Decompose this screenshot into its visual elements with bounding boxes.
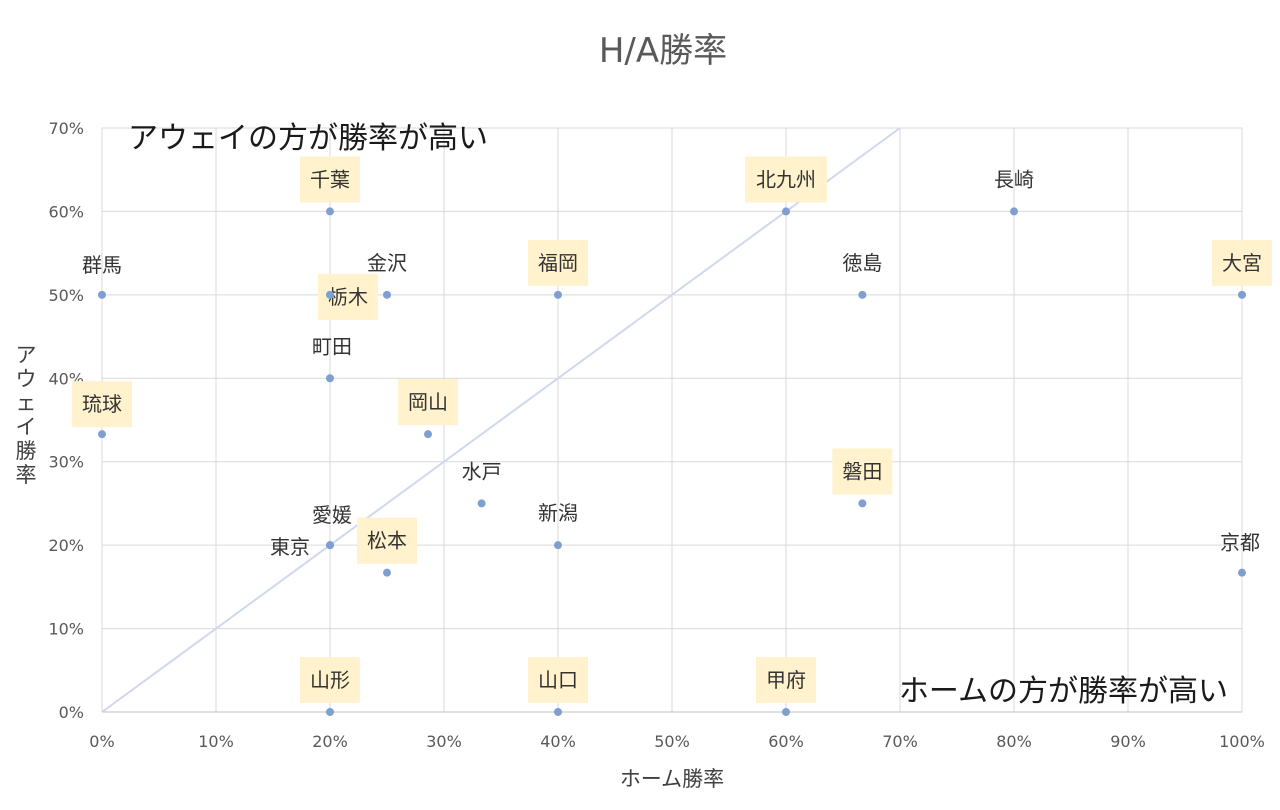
data-point <box>782 708 790 716</box>
point-label: 栃木 <box>328 285 368 309</box>
data-point <box>1238 290 1246 299</box>
data-point <box>326 708 334 716</box>
y-axis-title-char: ア <box>16 343 37 367</box>
y-tick-label: 70% <box>48 119 84 138</box>
reference-line <box>101 127 901 713</box>
chart-title: H/A勝率 <box>599 31 727 71</box>
x-tick-label: 60% <box>768 732 804 751</box>
y-axis-title-char: 勝 <box>16 439 37 463</box>
y-axis-ticks: 0%10%20%30%40%50%60%70% <box>48 119 84 722</box>
data-point <box>1238 568 1246 577</box>
x-tick-label: 10% <box>198 732 234 751</box>
label-highlight-box <box>745 156 827 203</box>
y-axis-title-char: 率 <box>16 463 37 487</box>
label-highlight-box <box>398 379 459 426</box>
point-label: 福岡 <box>538 251 578 275</box>
grid <box>101 127 1243 713</box>
y-axis-title-char: ウ <box>16 367 37 391</box>
data-point <box>858 499 867 508</box>
label-highlight-box <box>832 448 893 495</box>
data-point <box>326 374 334 383</box>
point-label: 山口 <box>538 668 578 692</box>
x-tick-label: 50% <box>654 732 690 751</box>
data-point <box>477 499 486 508</box>
point-label: 愛媛 <box>312 503 352 527</box>
y-tick-label: 60% <box>48 202 84 221</box>
data-point <box>383 290 391 299</box>
point-label: 東京 <box>270 535 310 559</box>
y-axis-title-char: ェ <box>16 391 37 415</box>
point-label: 水戸 <box>462 459 502 483</box>
data-point <box>326 541 334 550</box>
point-label: 岡山 <box>408 390 448 414</box>
label-highlight-box <box>300 657 360 703</box>
label-highlight-box <box>528 239 588 286</box>
point-label: 千葉 <box>310 167 350 191</box>
label-highlight-box <box>72 381 132 428</box>
y-tick-label: 10% <box>48 620 84 639</box>
point-label: 金沢 <box>367 251 407 275</box>
data-point <box>326 207 334 216</box>
point-label: 徳島 <box>842 251 882 275</box>
x-tick-label: 20% <box>312 732 348 751</box>
point-label: 松本 <box>367 529 407 553</box>
x-axis-title: ホーム勝率 <box>620 767 724 791</box>
point-label: 長崎 <box>994 167 1034 191</box>
point-label: 甲府 <box>766 668 806 692</box>
x-tick-label: 80% <box>996 732 1032 751</box>
point-label: 磐田 <box>842 459 882 483</box>
x-tick-label: 90% <box>1110 732 1146 751</box>
data-point <box>554 708 562 716</box>
point-label: 町田 <box>312 334 352 358</box>
data-point <box>383 568 391 577</box>
annotation-away-higher: アウェイの方が勝率が高い <box>128 121 488 156</box>
data-point <box>858 290 867 299</box>
point-label: 新潟 <box>538 501 578 525</box>
label-highlight-box <box>357 517 417 564</box>
data-point <box>424 430 433 439</box>
data-point <box>98 290 106 299</box>
y-axis-title-char: イ <box>16 415 37 439</box>
data-point <box>98 430 106 439</box>
x-tick-label: 100% <box>1219 732 1265 751</box>
point-label: 琉球 <box>82 392 122 416</box>
point-label: 大宮 <box>1222 251 1262 275</box>
label-highlight-box <box>756 657 816 703</box>
x-tick-label: 70% <box>882 732 918 751</box>
x-tick-label: 30% <box>426 732 462 751</box>
data-point <box>554 541 562 550</box>
y-tick-label: 20% <box>48 536 84 555</box>
label-highlight-box <box>300 156 360 203</box>
label-highlight-box <box>528 657 588 703</box>
y-tick-label: 50% <box>48 286 84 305</box>
x-tick-label: 40% <box>540 732 576 751</box>
x-tick-label: 0% <box>89 732 114 751</box>
y-tick-label: 0% <box>59 703 84 722</box>
point-label: 山形 <box>310 668 350 692</box>
data-point <box>782 207 790 216</box>
annotation-home-higher: ホームの方が勝率が高い <box>899 674 1228 709</box>
point-label: 北九州 <box>756 167 816 191</box>
point-label: 京都 <box>1220 531 1260 555</box>
data-points <box>98 207 1246 716</box>
x-axis-ticks: 0% 10% 20% 30% 40% 50% 60% 70% 80% 90% 100% <box>89 732 1265 751</box>
data-point <box>1010 207 1018 216</box>
y-tick-label: 30% <box>48 453 84 472</box>
point-label: 群馬 <box>82 253 122 277</box>
data-point <box>554 290 562 299</box>
data-point <box>326 290 334 299</box>
label-highlight-box <box>1212 239 1272 286</box>
